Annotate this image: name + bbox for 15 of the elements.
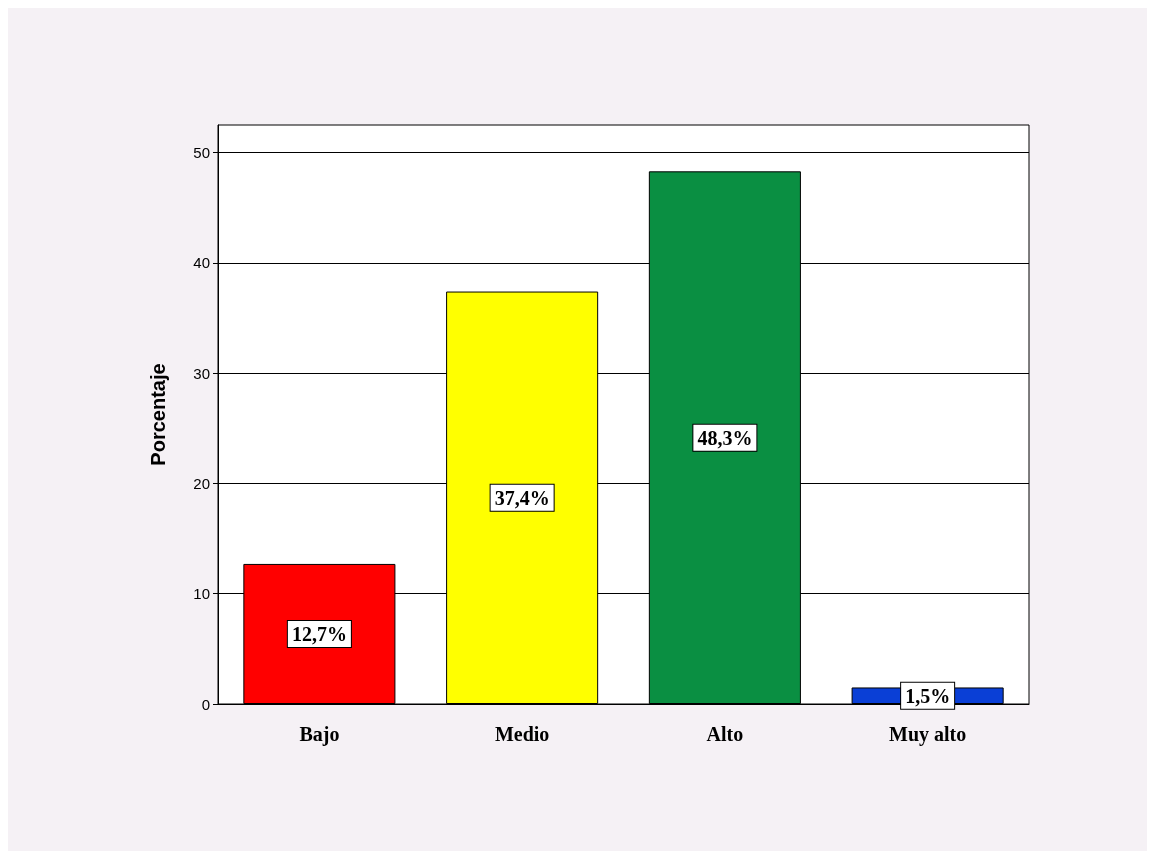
y-tick-label: 30 xyxy=(193,364,210,382)
data-label: 12,7% xyxy=(291,622,347,645)
x-tick-label: Muy alto xyxy=(889,723,967,746)
x-tick-label: Alto xyxy=(706,723,744,745)
y-tick-label: 40 xyxy=(193,254,210,272)
x-tick-label: Medio xyxy=(494,723,550,745)
data-label: 37,4% xyxy=(494,486,550,509)
y-tick-label: 50 xyxy=(193,144,210,162)
y-tick-label: 20 xyxy=(193,474,210,492)
y-tick-label: 0 xyxy=(201,695,210,713)
y-axis-title: Porcentaje xyxy=(147,363,169,466)
data-label: 48,3% xyxy=(697,426,753,449)
y-tick-label: 10 xyxy=(193,585,210,603)
data-label: 1,5% xyxy=(905,684,951,707)
x-tick-label: Bajo xyxy=(299,723,340,746)
